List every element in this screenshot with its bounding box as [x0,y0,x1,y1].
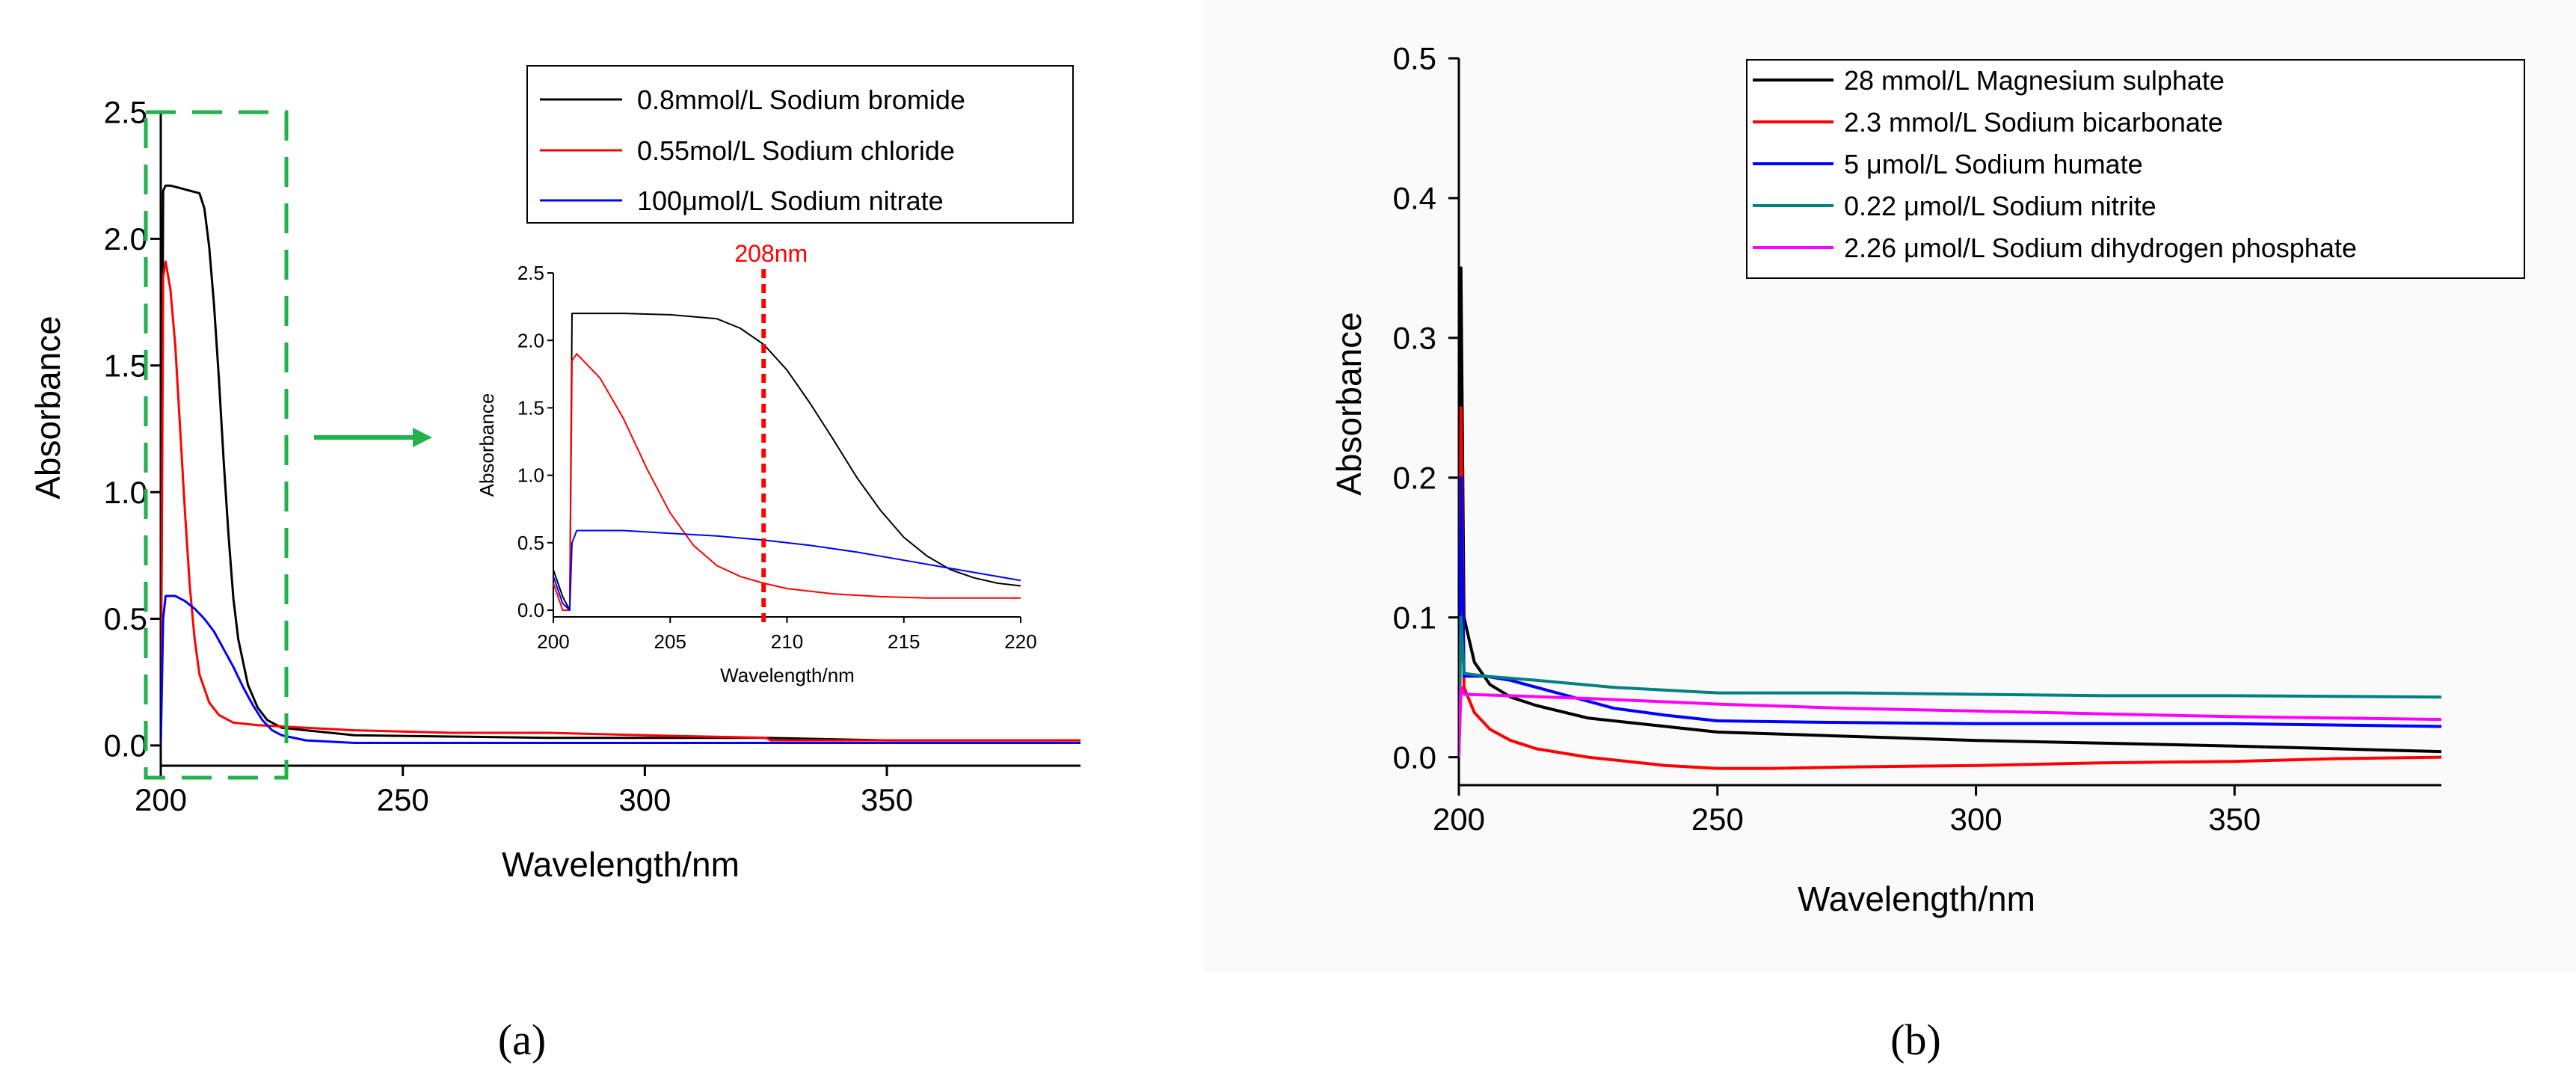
y-tick-label: 2.0 [517,329,544,351]
series-line-3 [553,529,1021,611]
inset-chart: 200 205 210 215 220 0.0 0.5 1.0 1.5 2.0 2.5 208nm… [476,240,1037,686]
legend-label: 2.3 mmol/L Sodium bicarbonate [1844,107,2223,138]
panel-b-caption: (b) [1890,1015,1941,1064]
y-tick-label: 0.0 [1393,740,1436,775]
y-tick-label: 0.3 [1393,321,1436,356]
x-tick-label: 210 [771,630,803,653]
legend-label: 2.26 μmol/L Sodium dihydrogen phosphate [1844,233,2357,263]
x-tick-label: 250 [1691,802,1744,837]
x-tick-label: 300 [1950,802,2002,837]
y-tick-label: 0.5 [104,601,147,636]
inset-marker-label: 208nm [734,240,808,267]
y-tick-label: 1.5 [517,396,544,419]
legend-label: 5 μmol/L Sodium humate [1844,149,2143,179]
panel-b-x-label: Wavelength/nm [1798,879,2035,918]
inset-y-label: Absorbance [476,393,498,497]
panel-a-x-label: Wavelength/nm [502,845,740,884]
y-tick-label: 2.5 [104,95,147,130]
y-tick-label: 1.0 [517,464,544,487]
panel-b-y-label: Absorbance [1330,312,1368,496]
x-tick-label: 200 [135,782,187,817]
y-tick-label: 0.0 [517,599,544,621]
series-line-3 [161,594,1080,746]
y-tick-label: 0.4 [1393,181,1436,216]
x-tick-label: 215 [888,630,920,653]
panel-a-legend: 0.8mmol/L Sodium bromide 0.55mol/L Sodiu… [526,65,1074,224]
x-tick-label: 350 [2208,802,2260,837]
x-tick-label: 300 [618,782,671,817]
series-line-2 [161,260,1080,746]
series-line-2 [553,353,1021,611]
legend-label: 100μmol/L Sodium nitrate [637,185,944,216]
panel-a-caption: (a) [498,1015,546,1064]
y-tick-label: 0.5 [517,532,544,554]
series-line-4 [1459,615,2441,757]
series-line-5 [1459,686,2441,757]
y-tick-label: 0.1 [1393,600,1436,635]
inset-x-label: Wavelength/nm [720,664,855,686]
y-tick-label: 2.5 [517,262,544,284]
x-tick-label: 205 [654,630,686,653]
zoom-arrow [314,428,432,447]
legend-label: 0.22 μmol/L Sodium nitrite [1844,191,2157,221]
zoom-highlight-box [144,110,289,780]
y-tick-label: 0.0 [104,728,147,763]
y-tick-label: 1.5 [104,348,147,383]
panel-b-chart: 200 250 300 350 0.0 0.1 0.2 0.3 0.4 0.5 Waveleng… [1330,41,2525,1064]
x-tick-label: 250 [377,782,429,817]
panel-a-chart: 200 250 300 350 0.0 0.5 1.0 1.5 2.0 2.5 Waveleng… [28,65,1080,1064]
x-tick-label: 350 [861,782,913,817]
y-tick-label: 2.0 [104,221,147,256]
series-line-1 [1459,266,2441,757]
legend-label: 0.8mmol/L Sodium bromide [637,84,965,115]
panel-a-y-label: Absorbance [28,316,67,500]
y-tick-label: 0.2 [1393,460,1436,495]
series-line-2 [1459,406,2441,770]
series-line-3 [1459,476,2441,757]
y-tick-label: 0.5 [1393,41,1436,76]
panel-b-legend: 28 mmol/L Magnesium sulphate 2.3 mmol/L … [1746,59,2525,279]
series-line-1 [553,313,1021,611]
y-tick-label: 1.0 [104,475,147,510]
x-tick-label: 200 [1433,802,1485,837]
legend-label: 0.55mol/L Sodium chloride [637,135,955,166]
x-tick-label: 220 [1004,630,1036,653]
legend-label: 28 mmol/L Magnesium sulphate [1844,65,2225,96]
series-line-1 [161,184,1080,746]
x-tick-label: 200 [537,630,569,653]
